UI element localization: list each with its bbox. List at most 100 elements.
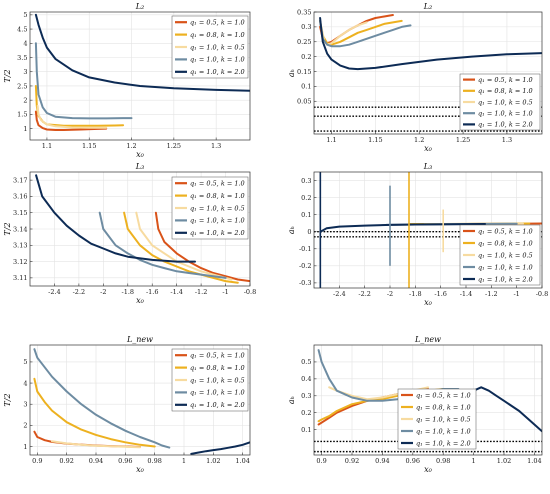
y-tick-label: 3 [23,68,27,76]
y-tick-label: 4 [23,379,27,387]
panel-2: 1.1 1.15 1.2 1.25 1.3 0.05 0.1 0.15 0.2 0.25 0.3 0.… [287,2,543,153]
legend-label-3: q₁ = 1.0, k = 0.5 [416,415,471,423]
y-tick-label: 2 [23,96,27,104]
x-tick-label: 0.92 [345,457,359,465]
y-tick-label: 0.1 [301,211,311,219]
series-line-5 [190,441,250,455]
x-axis-label: x₀ [424,465,433,474]
x-tick-label: -2.2 [358,290,371,298]
legend-label-5: q₁ = 1.0, k = 2.0 [478,121,533,129]
y-tick-label: 2 [23,422,27,430]
series-line-5 [319,223,486,233]
x-tick-label: -1.8 [409,290,422,298]
chart-title: L_new [126,335,153,344]
y-tick-label: 3.17 [13,176,27,184]
x-tick-label: -1.6 [146,288,159,296]
x-tick-label: -0.8 [244,288,257,296]
chart-title: L_new [414,335,441,344]
x-tick-label: 0.98 [436,457,450,465]
x-tick-label: -2.4 [333,290,346,298]
series-line-1 [154,211,250,283]
y-tick-label: 0.2 [301,53,311,61]
x-tick-label: -0.8 [536,290,549,298]
x-axis-label: x₀ [136,296,145,305]
y-tick-label: 2.5 [17,82,27,90]
y-tick-label: 0.5 [301,358,311,366]
y-tick-label: -0.2 [299,262,312,270]
y-tick-label: -0.3 [299,279,312,287]
legend: q₁ = 0.5, k = 1.0 q₁ = 0.8, k = 1.0 q₁ = 1… [171,15,249,79]
y-tick-label: 1 [23,443,27,451]
legend-label-3: q₁ = 1.0, k = 0.5 [190,43,245,51]
x-tick-label: -1.6 [434,290,447,298]
x-tick-label: 1.25 [456,136,470,144]
x-tick-label: 1.02 [497,457,511,465]
series-line-1 [34,110,108,131]
x-tick-label: -2.4 [48,288,61,296]
x-tick-label: 0.94 [89,457,103,465]
x-tick-label: -2.2 [73,288,86,296]
x-tick-label: 1.1 [326,136,336,144]
x-tick-label: 0.92 [59,457,73,465]
x-tick-label: 1.2 [414,136,424,144]
panel-4: -2.4 -2.2 -2 -1.8 -1.6 -1.4 -1.2 -1 -0.8 -0.3 -0.2… [287,162,548,307]
legend-label-2: q₁ = 0.8, k = 1.0 [478,239,533,247]
legend-label-5: q₁ = 1.0, k = 2.0 [190,401,245,409]
y-tick-label: 0.2 [301,409,311,417]
series-line-5 [472,386,542,433]
legend-label-3: q₁ = 1.0, k = 0.5 [190,204,245,212]
series-line-5 [35,174,196,263]
y-axis-label: aₕ [287,226,296,234]
x-axis-label: x₀ [136,465,145,474]
x-tick-label: 1.1 [42,142,52,150]
y-tick-label: 0.1 [301,83,311,91]
x-axis-label: x₀ [424,144,433,153]
legend-label-2: q₁ = 0.8, k = 1.0 [190,364,245,372]
series-line-5 [319,17,542,71]
y-tick-label: 3.15 [13,209,27,217]
legend-label-1: q₁ = 0.5, k = 1.0 [190,19,245,27]
y-tick-label: 0.2 [301,194,311,202]
x-tick-label: -1.4 [460,290,473,298]
x-tick-label: 0.98 [147,457,161,465]
legend-label-1: q₁ = 0.5, k = 1.0 [478,227,533,235]
x-tick-label: 1.15 [82,142,96,150]
legend-label-1: q₁ = 0.5, k = 1.0 [190,180,245,188]
chart-title: L₂ [423,2,433,11]
legend-label-4: q₁ = 1.0, k = 1.0 [416,427,471,435]
x-tick-label: 1.15 [368,136,382,144]
x-axis-label: x₀ [136,150,145,159]
x-tick-label: -1.2 [485,290,498,298]
axes-frame [313,171,543,289]
y-tick-label: 0 [307,228,311,236]
y-tick-label: 0.3 [301,23,311,31]
y-tick-label: 3.11 [13,274,27,282]
legend-label-2: q₁ = 0.8, k = 1.0 [190,31,245,39]
legend-label-4: q₁ = 1.0, k = 1.0 [190,56,245,64]
series-line-4 [319,19,412,48]
x-tick-label: 0.9 [316,457,326,465]
series-line-2 [33,377,156,448]
series-line-2 [319,19,403,46]
series-line-3 [51,440,141,449]
legend-label-4: q₁ = 1.0, k = 1.0 [478,110,533,118]
legend: q₁ = 0.5, k = 1.0 q₁ = 0.8, k = 1.0 q₁ = 1… [171,348,249,412]
y-axis-label: aₕ [287,69,296,77]
x-tick-label: -1.8 [122,288,135,296]
legend-label-2: q₁ = 0.8, k = 1.0 [478,87,533,95]
panel-3: -2.4 -2.2 -2 -1.8 -1.6 -1.4 -1.2 -1 -0.8 3.11 3.12… [3,162,256,305]
y-tick-label: 0.1 [301,426,311,434]
legend: q₁ = 0.5, k = 1.0 q₁ = 0.8, k = 1.0 q₁ = 1… [459,224,541,286]
y-axis-label: T/2 [3,222,12,235]
legend-label-1: q₁ = 0.5, k = 1.0 [416,391,471,399]
legend-label-2: q₁ = 0.8, k = 1.0 [190,192,245,200]
y-tick-label: 3.12 [13,258,27,266]
series-line-4 [33,348,171,449]
series-line-3 [36,104,108,129]
x-tick-label: 1.3 [211,142,221,150]
panel-6: 0.9 0.92 0.94 0.96 0.98 1 1.02 1.04 0.1 0.2 0.3 0.4… [287,335,543,474]
series-line-4 [98,211,227,279]
legend-label-3: q₁ = 1.0, k = 0.5 [478,98,533,106]
legend-label-2: q₁ = 0.8, k = 1.0 [416,403,471,411]
y-tick-label: 0.25 [297,38,311,46]
